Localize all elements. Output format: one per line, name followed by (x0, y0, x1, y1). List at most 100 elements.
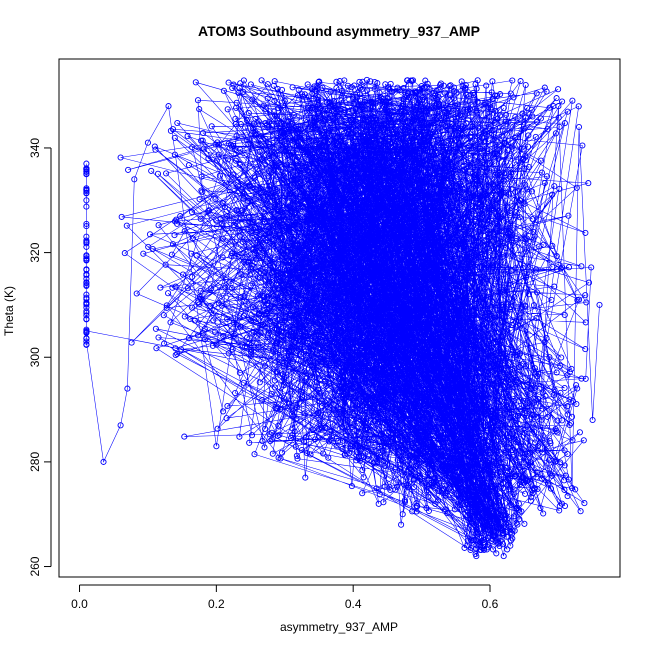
data-point (426, 269, 434, 276)
data-point (445, 414, 452, 421)
data-point (427, 423, 434, 430)
data-point (547, 440, 554, 447)
data-point (330, 138, 337, 145)
data-point (380, 457, 387, 464)
data-point (513, 352, 521, 359)
data-point (388, 370, 395, 377)
data-point (408, 466, 415, 473)
data-point (507, 229, 514, 236)
data-point (83, 275, 90, 282)
data-point (449, 338, 456, 345)
data-point (389, 139, 396, 146)
data-point (209, 342, 216, 349)
data-point (386, 390, 393, 398)
data-point (278, 270, 285, 277)
data-point (559, 264, 566, 271)
data-point (483, 449, 490, 457)
data-point (453, 272, 460, 279)
data-point (512, 323, 519, 330)
data-point (245, 140, 252, 147)
data-point (258, 77, 265, 84)
data-point (450, 439, 457, 446)
data-point (280, 287, 287, 294)
data-point (205, 208, 212, 215)
data-point (506, 475, 513, 482)
data-point (340, 384, 347, 391)
data-point (338, 303, 345, 310)
data-point (442, 506, 449, 513)
data-point (530, 228, 537, 235)
data-point (388, 157, 395, 164)
data-point (328, 194, 335, 201)
data-point (83, 188, 90, 195)
data-point (534, 469, 541, 476)
data-point (310, 265, 317, 272)
data-point (489, 206, 496, 214)
data-point (450, 376, 457, 383)
data-point (480, 536, 487, 544)
data-point (189, 273, 196, 280)
data-point (495, 497, 502, 504)
data-point (307, 101, 314, 108)
data-point (224, 212, 231, 220)
data-point (487, 379, 494, 386)
data-point (248, 346, 255, 353)
data-point (311, 119, 318, 126)
data-point (310, 268, 317, 275)
data-point (400, 414, 407, 421)
data-point (387, 323, 394, 330)
data-point (246, 439, 253, 446)
data-point (249, 125, 256, 132)
data-point (386, 367, 393, 374)
data-point (489, 262, 496, 269)
data-point (496, 190, 504, 197)
data-point (353, 319, 361, 326)
data-point (331, 406, 338, 413)
data-point (512, 265, 519, 272)
data-point (507, 169, 515, 176)
data-point (314, 175, 322, 182)
data-point (443, 331, 450, 338)
data-point (349, 339, 357, 346)
data-point (281, 317, 288, 324)
data-point (374, 376, 382, 383)
data-point (168, 251, 175, 258)
data-point (503, 309, 510, 316)
data-point (381, 272, 389, 279)
data-point (83, 308, 90, 315)
data-point (300, 279, 307, 286)
data-point (589, 416, 596, 424)
data-point (303, 193, 310, 200)
data-point (541, 179, 548, 187)
data-point (326, 296, 333, 303)
data-point (464, 512, 471, 519)
data-point (260, 205, 267, 212)
data-point (497, 524, 504, 531)
data-point (407, 452, 414, 459)
data-point (265, 278, 273, 285)
data-point (208, 123, 215, 130)
data-point (301, 282, 308, 289)
data-point (436, 101, 443, 108)
data-point (420, 162, 427, 169)
data-point (189, 304, 196, 311)
data-point (262, 232, 269, 239)
data-point (409, 266, 416, 273)
data-point (522, 236, 529, 243)
data-point (416, 308, 423, 315)
data-point (467, 102, 474, 109)
data-point (512, 113, 519, 120)
data-point (328, 186, 335, 193)
data-point (380, 439, 387, 446)
data-point (280, 337, 287, 344)
data-point (230, 142, 237, 150)
data-point (460, 278, 467, 285)
data-point (417, 124, 425, 131)
data-point (507, 381, 515, 388)
data-point (569, 485, 576, 492)
data-point (401, 497, 408, 504)
data-point (522, 157, 529, 164)
data-point (212, 141, 219, 148)
data-point (287, 434, 295, 442)
data-point (356, 435, 363, 442)
